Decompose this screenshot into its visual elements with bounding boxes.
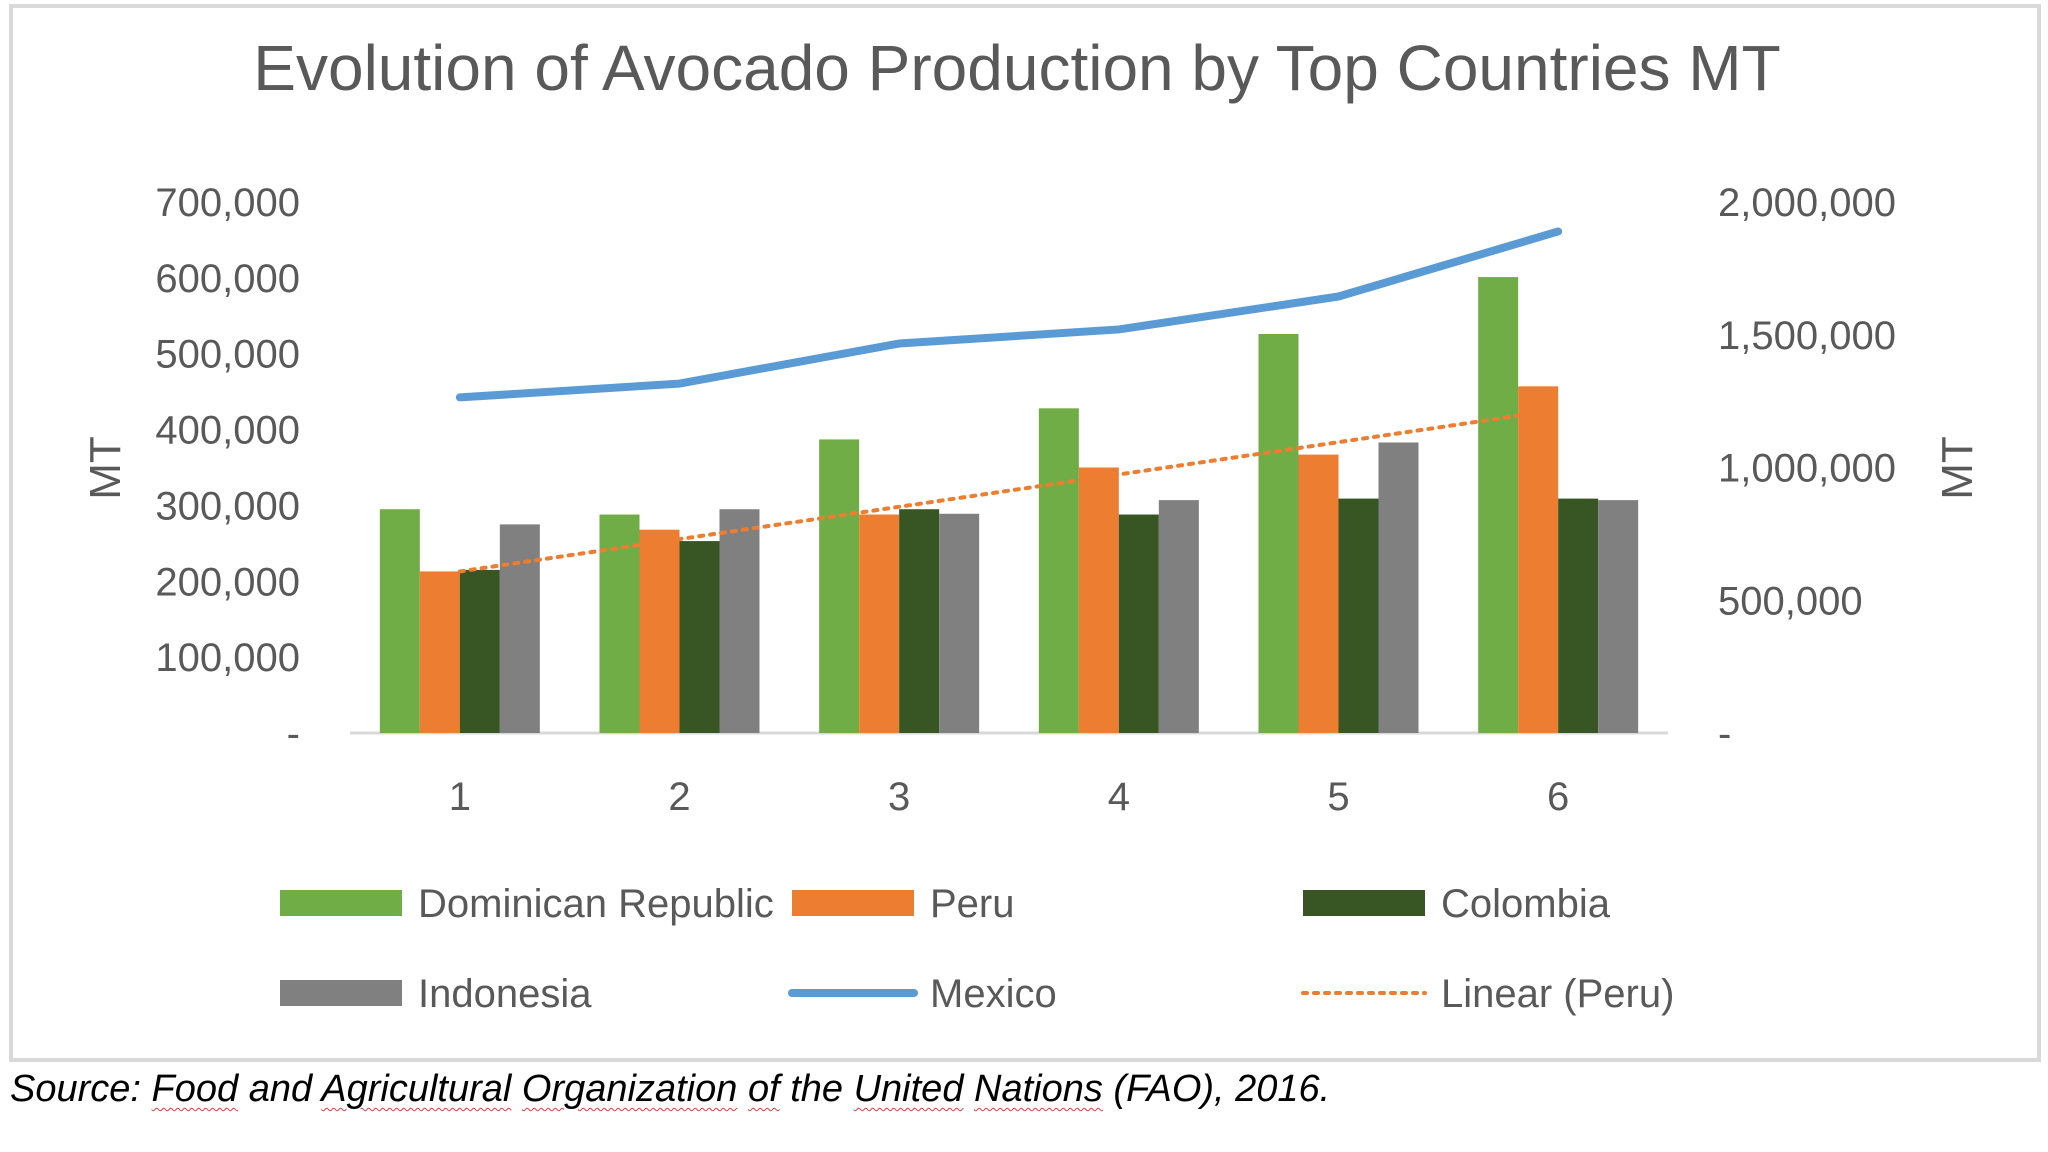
bar-indonesia-4 (1158, 500, 1199, 733)
legend-swatch (280, 980, 402, 1006)
bar-peru-5 (1298, 454, 1339, 733)
source-word: and (248, 1068, 313, 1110)
axis-layer: - 100,000 200,000 300,000 400,000 500,000 600,… (81, 181, 1982, 819)
bar-peru-4 (1078, 467, 1119, 733)
source-word: of (747, 1068, 780, 1110)
legend: Dominican Republic Peru Colombia Indonesia M… (280, 882, 1674, 1016)
chart-frame (9, 4, 2041, 1062)
legend-label: Linear (Peru) (1441, 972, 1674, 1016)
bar-dominican-republic-1 (379, 509, 420, 733)
y-tick-right: 1,500,000 (1718, 314, 1896, 358)
source-word: Food (151, 1068, 239, 1110)
source-word: Agricultural (321, 1068, 512, 1110)
chart: Evolution of Avocado Production by Top C… (81, 32, 1982, 1016)
legend-entry: Linear (Peru) (1301, 972, 1674, 1016)
bar-dominican-republic-4 (1038, 408, 1079, 733)
y-tick-left: 100,000 (155, 636, 300, 680)
y-tick-left: 300,000 (155, 484, 300, 528)
bar-dominican-republic-6 (1478, 277, 1519, 733)
bar-colombia-3 (899, 509, 940, 733)
y-tick-right: 1,000,000 (1718, 447, 1896, 491)
legend-label: Dominican Republic (418, 882, 774, 926)
x-tick-label: 2 (668, 775, 690, 819)
bar-colombia-4 (1118, 514, 1159, 733)
x-tick-label: 6 (1547, 775, 1569, 819)
line-mexico (455, 227, 1563, 402)
y-tick-left: 700,000 (155, 181, 300, 225)
bar-dominican-republic-3 (819, 439, 860, 733)
source-prefix: Source: (10, 1068, 152, 1110)
bar-indonesia-6 (1598, 500, 1639, 733)
chart-title: Evolution of Avocado Production by Top C… (253, 32, 1780, 104)
y-tick-left: 200,000 (155, 560, 300, 604)
x-tick-label: 1 (449, 775, 471, 819)
y-tick-left: 400,000 (155, 409, 300, 453)
source-word: United (853, 1068, 964, 1110)
bar-peru-2 (639, 529, 680, 733)
legend-swatch (1303, 890, 1425, 916)
bar-indonesia-2 (719, 509, 760, 733)
legend-entry: Mexico (788, 972, 1057, 1016)
y-tick-left: - (287, 712, 300, 756)
trendline-linear-peru (457, 407, 1561, 574)
legend-label: Peru (930, 882, 1015, 926)
source-note: Source: Food and Agricultural Organizati… (10, 1068, 1330, 1111)
y-tick-left: 600,000 (155, 257, 300, 301)
legend-swatch (280, 890, 402, 916)
bar-colombia-2 (679, 541, 720, 733)
bar-peru-3 (859, 514, 900, 733)
line-layer (455, 227, 1563, 574)
y-tick-right: 500,000 (1718, 579, 1863, 623)
source-word: Organization (521, 1068, 738, 1110)
bar-indonesia-3 (939, 513, 980, 733)
source-word: the (790, 1068, 844, 1110)
y-axis-title-left: MT (81, 436, 130, 500)
bar-colombia-1 (459, 569, 500, 733)
legend-swatch (792, 890, 914, 916)
source-word: Nations (974, 1068, 1103, 1110)
legend-entry: Peru (792, 882, 1015, 926)
bar-indonesia-1 (499, 524, 540, 733)
legend-label: Colombia (1441, 882, 1611, 926)
y-tick-right: - (1718, 712, 1731, 756)
legend-entry: Colombia (1303, 882, 1611, 926)
bar-layer (379, 277, 1639, 733)
bar-peru-6 (1518, 386, 1559, 733)
bar-peru-1 (419, 571, 460, 733)
legend-entry: Dominican Republic (280, 882, 774, 926)
y-tick-left: 500,000 (155, 333, 300, 377)
legend-entry: Indonesia (280, 972, 592, 1016)
x-tick-label: 3 (888, 775, 910, 819)
bar-colombia-5 (1338, 498, 1379, 733)
y-tick-right: 2,000,000 (1718, 181, 1896, 225)
x-tick-label: 5 (1327, 775, 1349, 819)
source-word: (FAO), 2016. (1113, 1068, 1331, 1110)
bar-colombia-6 (1558, 498, 1599, 733)
legend-label: Indonesia (418, 972, 592, 1016)
bar-indonesia-5 (1378, 442, 1419, 733)
legend-label: Mexico (930, 972, 1057, 1016)
x-tick-label: 4 (1108, 775, 1130, 819)
y-axis-title-right: MT (1933, 436, 1982, 500)
bar-dominican-republic-5 (1258, 333, 1299, 733)
